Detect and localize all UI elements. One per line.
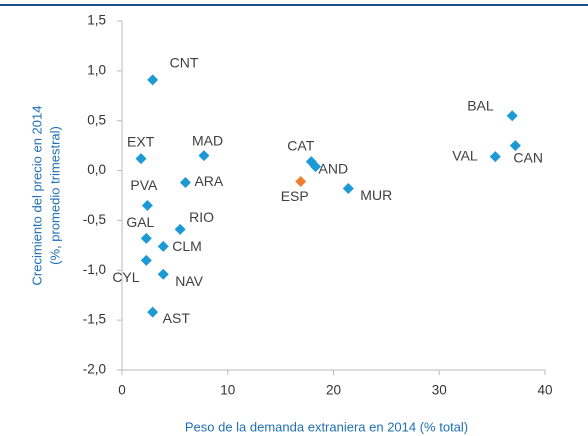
point <box>310 161 322 173</box>
y-tick-label: -1,5 <box>83 312 106 327</box>
y-tick-label: 1,0 <box>87 62 106 77</box>
point-label: CNT <box>170 55 199 71</box>
point-label: PVA <box>130 177 158 193</box>
point-label: GAL <box>126 214 154 230</box>
y-tick-label: 0,0 <box>87 162 106 177</box>
point <box>342 183 354 195</box>
point-label: EXT <box>127 133 155 149</box>
y-tick-label: 1,5 <box>87 13 106 28</box>
point <box>140 254 152 266</box>
x-axis-title: Peso de la demanda extraniera en 2014 (%… <box>185 419 468 434</box>
point <box>140 232 152 244</box>
point <box>198 150 210 162</box>
point <box>506 110 518 122</box>
point-label: VAL <box>452 147 478 163</box>
point <box>489 151 501 163</box>
point <box>174 223 186 235</box>
point-label: MAD <box>192 132 223 148</box>
point-label: ARA <box>194 173 223 189</box>
point-label: CLM <box>172 238 202 254</box>
point <box>141 199 153 211</box>
x-tick-label: 40 <box>537 383 552 398</box>
point-label: RIO <box>189 209 214 225</box>
y-tick-label: -2,0 <box>83 362 106 377</box>
point <box>295 176 307 188</box>
point <box>157 240 169 252</box>
point-label: AND <box>319 160 349 176</box>
x-tick-label: 10 <box>220 383 235 398</box>
y-tick-label: -1,0 <box>83 262 106 277</box>
point-label: MUR <box>360 187 392 203</box>
point <box>157 268 169 280</box>
x-tick-label: 20 <box>326 383 341 398</box>
point-label: AST <box>163 310 191 326</box>
point <box>179 177 191 189</box>
x-tick-label: 30 <box>432 383 447 398</box>
x-tick-label: 0 <box>118 383 126 398</box>
y-axis-title: Crecimiento del precio en 2014 (%, promed… <box>29 106 62 286</box>
point <box>147 306 159 318</box>
point-label: CAT <box>287 137 314 153</box>
y-axis-title-line: Crecimiento del precio en 2014 <box>29 106 44 286</box>
y-axis-title-line: (%, promedio trimestral) <box>47 126 62 265</box>
point <box>135 153 147 165</box>
point <box>509 140 521 152</box>
point-label: NAV <box>175 273 203 289</box>
point-label: CYL <box>112 269 139 285</box>
y-tick-label: -0,5 <box>83 212 106 227</box>
y-tick-label: 0,5 <box>87 112 106 127</box>
point <box>147 74 159 86</box>
point-label: CAN <box>513 149 543 165</box>
point-label: ESP <box>281 188 309 204</box>
point-label: BAL <box>467 97 494 113</box>
